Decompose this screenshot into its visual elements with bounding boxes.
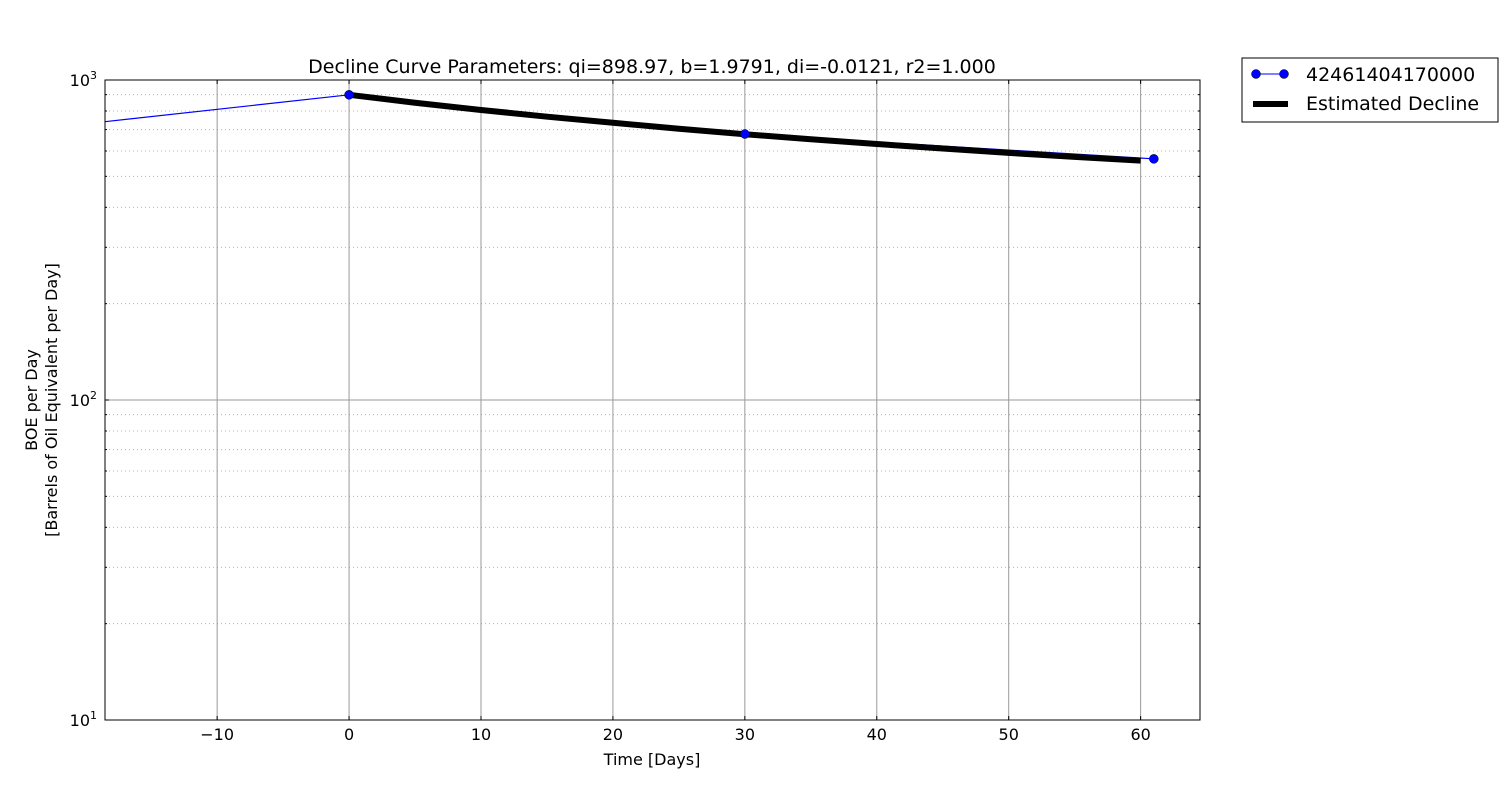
legend: 42461404170000 Estimated Decline xyxy=(1241,57,1499,123)
y-tick-label: 103 xyxy=(70,69,97,90)
x-tick-label: 40 xyxy=(867,725,887,744)
x-tick-label: 50 xyxy=(999,725,1019,744)
legend-label-series-1: Estimated Decline xyxy=(1306,93,1479,115)
x-tick-label: 30 xyxy=(735,725,755,744)
y-tick-label: 102 xyxy=(70,389,97,410)
data-point xyxy=(740,129,750,139)
x-axis-label: Time [Days] xyxy=(603,750,701,769)
x-tick-label: −10 xyxy=(200,725,234,744)
chart-title: Decline Curve Parameters: qi=898.97, b=1… xyxy=(308,56,996,78)
x-tick-label: 20 xyxy=(603,725,623,744)
x-tick-label: 10 xyxy=(471,725,491,744)
series-layer xyxy=(105,90,1159,164)
legend-swatch-marker-series-0 xyxy=(1251,69,1261,79)
legend-label-series-0: 42461404170000 xyxy=(1306,64,1475,86)
data-point xyxy=(1149,154,1159,164)
grid-layer xyxy=(105,80,1200,720)
ticks-layer: 101 102 103 −10 0 10 20 30 40 50 60 xyxy=(70,69,1200,744)
y-tick-label: 101 xyxy=(70,709,97,730)
legend-swatch-marker-series-0 xyxy=(1279,69,1289,79)
x-tick-label: 0 xyxy=(344,725,354,744)
legend-box xyxy=(1241,57,1499,123)
y-axis-label-line1: BOE per Day xyxy=(22,349,41,451)
y-axis-label-line2: [Barrels of Oil Equivalent per Day] xyxy=(42,263,61,537)
x-tick-label: 60 xyxy=(1130,725,1150,744)
data-point xyxy=(344,90,354,100)
